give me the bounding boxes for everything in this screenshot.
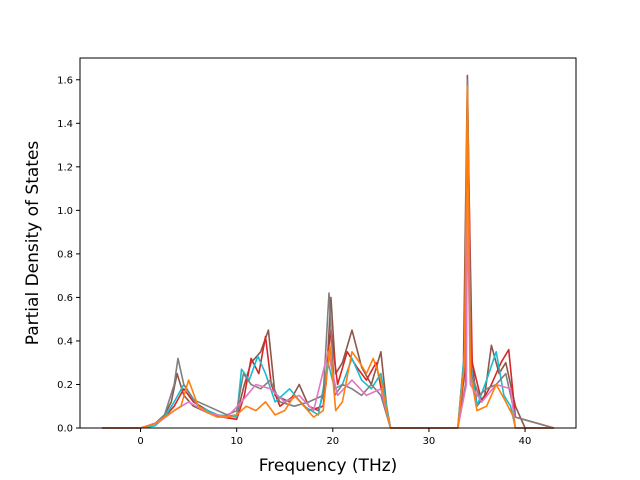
y-tick-label: 0.0 [57, 424, 73, 435]
y-tick-label: 1.0 [57, 206, 73, 217]
y-tick-label: 1.2 [57, 162, 73, 173]
series-line-2 [102, 89, 554, 429]
y-tick-label: 1.6 [57, 75, 73, 86]
y-axis-label: Partial Density of States [23, 141, 43, 346]
x-axis-label: Frequency (THz) [259, 456, 398, 476]
series-line-3 [102, 79, 555, 429]
series-layer [102, 74, 555, 429]
y-axis-ticks: 0.0 0.2 0.4 0.6 0.8 1.0 1.2 1.4 1.6 [57, 75, 80, 435]
y-tick-label: 0.4 [57, 336, 73, 347]
y-tick-label: 1.4 [57, 119, 73, 130]
x-tick-label: 20 [326, 436, 339, 447]
y-tick-label: 0.8 [57, 249, 73, 260]
x-tick-label: 0 [137, 436, 143, 447]
x-tick-label: 40 [519, 436, 532, 447]
x-axis-ticks: 0 10 20 30 40 [137, 428, 531, 447]
x-tick-label: 10 [230, 436, 243, 447]
series-line-5 [102, 85, 554, 429]
plot-frame [79, 57, 577, 429]
y-tick-label: 0.2 [57, 380, 73, 391]
y-tick-label: 0.6 [57, 293, 73, 304]
x-tick-label: 30 [423, 436, 436, 447]
